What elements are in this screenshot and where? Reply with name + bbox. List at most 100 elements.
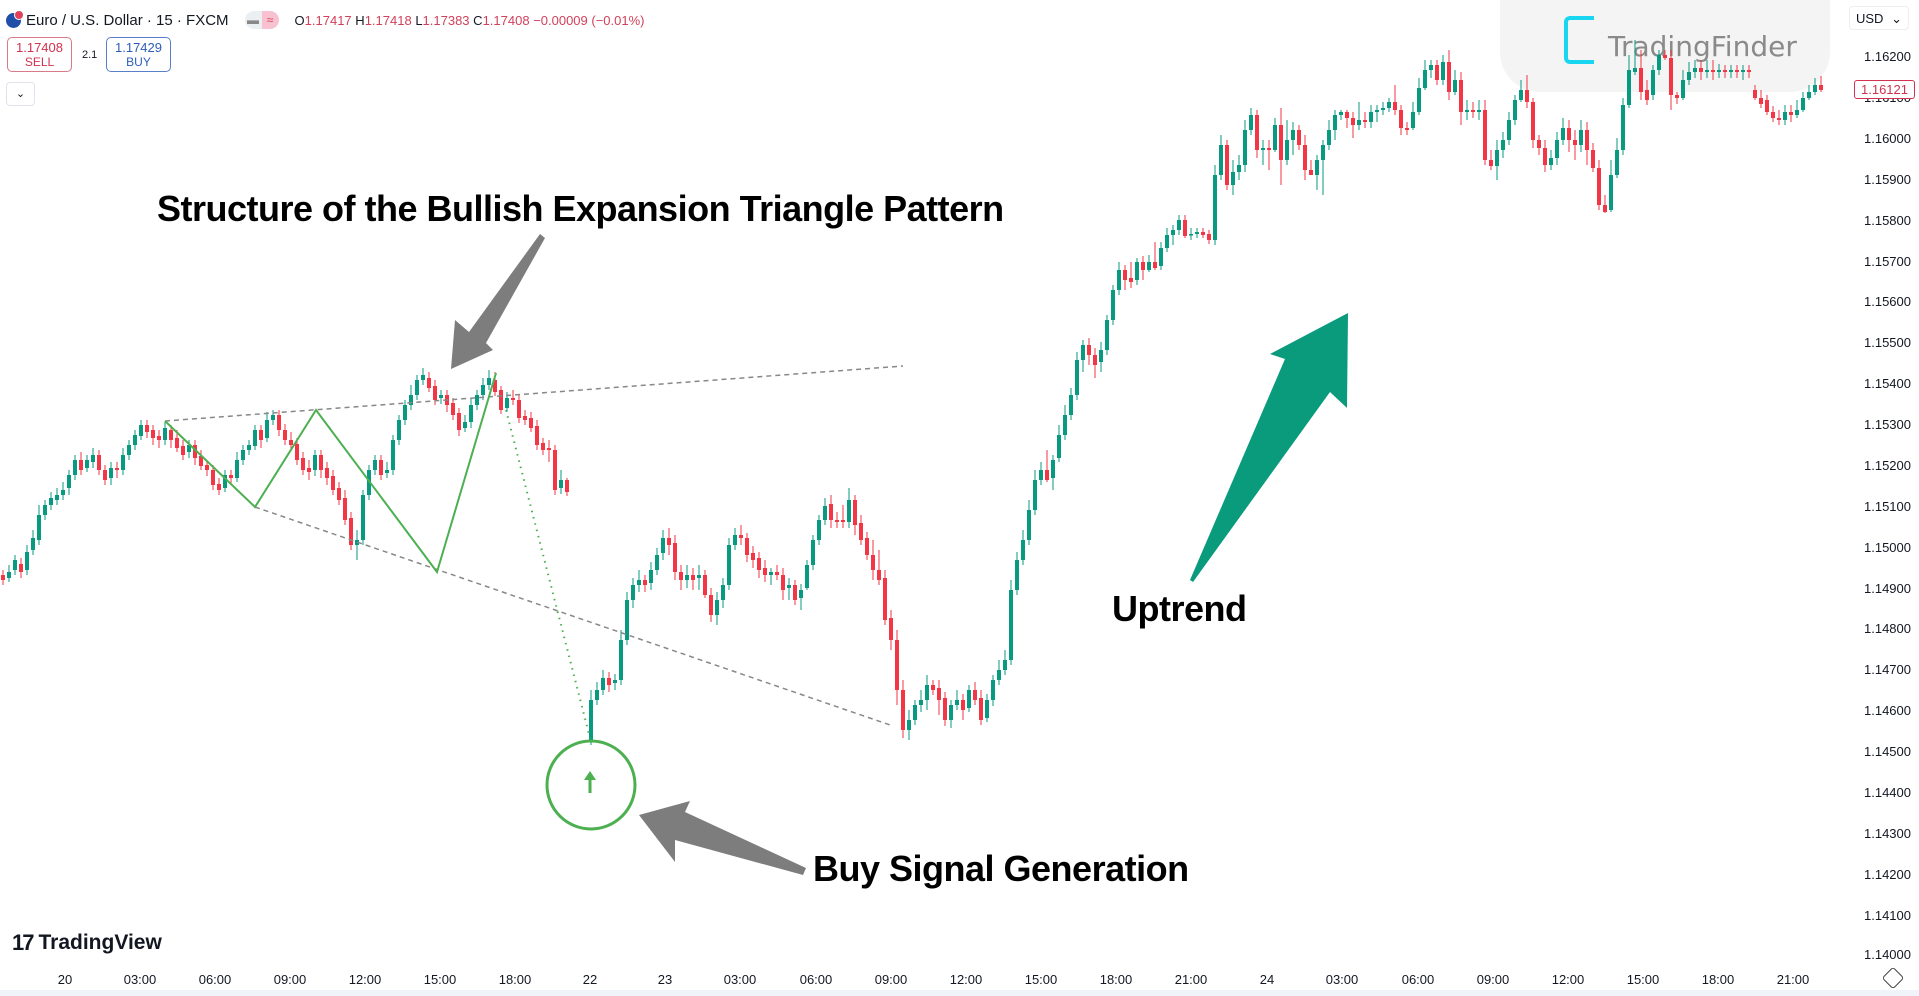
candle-body	[115, 468, 119, 470]
candle-body	[1555, 140, 1559, 158]
candle-body	[67, 475, 71, 488]
candle-body	[133, 435, 137, 445]
price-tick-label: 1.14800	[1864, 621, 1911, 636]
uptrend-annotation: Uptrend	[1112, 588, 1247, 629]
candle-body	[955, 700, 959, 705]
time-tick-label: 06:00	[198, 972, 232, 987]
collapse-chevron-button[interactable]: ⌄	[6, 82, 35, 106]
candle-body	[199, 456, 203, 466]
candle-body	[1171, 230, 1175, 235]
candle-body	[1819, 85, 1823, 90]
candle-body	[919, 700, 923, 705]
candle-body	[793, 585, 797, 600]
approx-icon: ≈	[261, 11, 279, 29]
candle-body	[1069, 395, 1073, 415]
candle-body	[49, 498, 53, 505]
candle-body	[823, 506, 827, 520]
candle-body	[205, 465, 209, 470]
currency-select[interactable]: USD ⌄	[1849, 6, 1909, 30]
candle-body	[1033, 480, 1037, 510]
tradingfinder-watermark-bg	[1500, 0, 1830, 92]
change-value: −0.00009 (−0.01%)	[533, 12, 645, 28]
candle-body	[1477, 110, 1481, 112]
time-tick-label: 09:00	[1476, 972, 1510, 987]
candle-body	[1711, 70, 1715, 72]
candle-body	[1297, 130, 1301, 145]
candle-body	[1537, 140, 1541, 148]
candle-body	[1777, 118, 1781, 120]
chevron-down-icon: ⌄	[1891, 11, 1902, 26]
candle-body	[313, 455, 317, 470]
candle-body	[157, 436, 161, 440]
candle-body	[985, 700, 989, 718]
price-tick-label: 1.15900	[1864, 172, 1911, 187]
open-value: 1.17417	[304, 12, 352, 28]
candle-body	[85, 460, 89, 468]
candle-body	[385, 470, 389, 473]
price-tick-label: 1.15200	[1864, 458, 1911, 473]
market-status-pill[interactable]: ▬ ≈	[244, 11, 279, 29]
candle-body	[961, 700, 965, 710]
candle-body	[925, 685, 929, 700]
candle-body	[193, 445, 197, 458]
candle-body	[1411, 112, 1415, 128]
price-tick-label: 1.14600	[1864, 703, 1911, 718]
candle-body	[403, 405, 407, 420]
candle-body	[547, 448, 551, 450]
candle-body	[553, 450, 557, 490]
candle-body	[1087, 345, 1091, 355]
candle-body	[25, 552, 29, 570]
candle-body	[607, 678, 611, 685]
candle-body	[1597, 168, 1601, 205]
tradingfinder-watermark: TradingFinder	[1608, 30, 1797, 63]
time-tick-label: 18:00	[1099, 972, 1133, 987]
candle-body	[1591, 150, 1595, 168]
time-tick-label: 22	[582, 972, 598, 987]
sell-price: 1.17408	[16, 40, 63, 55]
low-value: 1.17383	[422, 12, 470, 28]
candle-body	[685, 575, 689, 580]
candle-body	[1051, 460, 1055, 478]
price-tick-label: 1.15400	[1864, 376, 1911, 391]
candle-body	[139, 425, 143, 436]
candle-body	[1717, 70, 1721, 72]
candle-body	[601, 678, 605, 690]
candle-body	[775, 572, 779, 575]
symbol-title[interactable]: Euro / U.S. Dollar · 15 · FXCM	[26, 11, 229, 29]
candle-body	[889, 618, 893, 640]
candle-body	[289, 440, 293, 445]
candle-body	[721, 585, 725, 600]
candle-body	[1387, 102, 1391, 108]
candle-body	[1201, 232, 1205, 235]
time-tick-label: 03:00	[123, 972, 157, 987]
candle-body	[121, 455, 125, 470]
candle-body	[1291, 130, 1295, 140]
candle-body	[1189, 234, 1193, 236]
candle-body	[1303, 145, 1307, 170]
time-tick-label: 09:00	[273, 972, 307, 987]
candle-body	[79, 460, 83, 470]
candle-body	[343, 498, 347, 520]
candle-body	[1363, 120, 1367, 122]
time-tick-label: 18:00	[498, 972, 532, 987]
candle-body	[643, 580, 647, 585]
candle-body	[217, 484, 221, 490]
candle-body	[259, 430, 263, 440]
candle-body	[457, 413, 461, 430]
candle-body	[1231, 172, 1235, 185]
candle-body	[997, 670, 1001, 680]
candle-body	[1567, 128, 1571, 140]
candle-body	[109, 468, 113, 478]
candle-body	[859, 523, 863, 540]
sell-button[interactable]: 1.17408 SELL	[7, 37, 72, 72]
candle-body	[1009, 590, 1013, 660]
candle-body	[1081, 345, 1085, 360]
candle-body	[487, 378, 491, 385]
time-tick-label: 12:00	[348, 972, 382, 987]
buy-button[interactable]: 1.17429 BUY	[106, 37, 171, 72]
candle-body	[901, 690, 905, 730]
candle-body	[595, 690, 599, 700]
buy-price: 1.17429	[115, 40, 162, 55]
minus-icon: ▬	[244, 11, 262, 29]
